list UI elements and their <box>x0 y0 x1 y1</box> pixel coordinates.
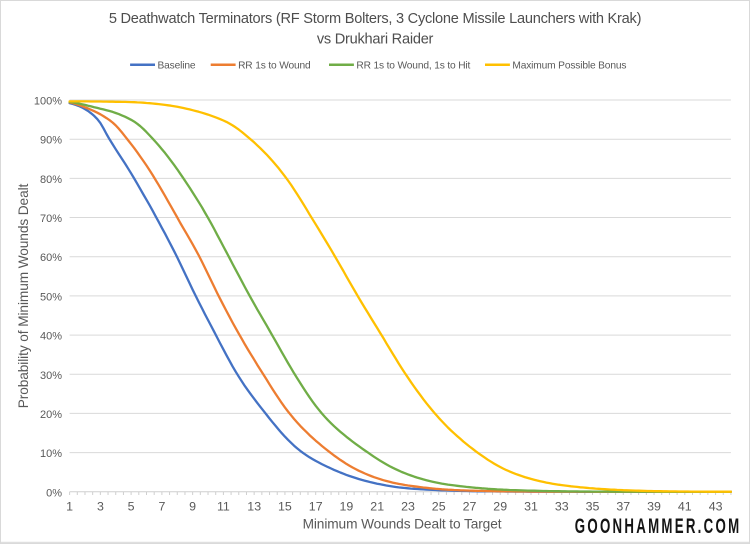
svg-text:Probability of Minimum Wounds: Probability of Minimum Wounds Dealt <box>16 183 31 408</box>
svg-text:80%: 80% <box>40 174 62 186</box>
svg-text:Maximum Possible Bonus: Maximum Possible Bonus <box>512 61 626 72</box>
svg-text:50%: 50% <box>40 291 62 303</box>
svg-text:23: 23 <box>401 499 415 513</box>
svg-text:19: 19 <box>340 499 354 513</box>
svg-text:21: 21 <box>370 499 384 513</box>
svg-text:35: 35 <box>586 499 600 513</box>
svg-text:5: 5 <box>128 499 135 513</box>
svg-text:31: 31 <box>524 499 538 513</box>
svg-text:15: 15 <box>278 499 292 513</box>
svg-text:30%: 30% <box>40 370 62 382</box>
svg-text:17: 17 <box>309 499 323 513</box>
svg-text:29: 29 <box>493 499 507 513</box>
svg-text:0%: 0% <box>46 487 62 499</box>
svg-text:Minimum Wounds Dealt to Target: Minimum Wounds Dealt to Target <box>303 516 502 531</box>
svg-text:25: 25 <box>432 499 446 513</box>
svg-text:20%: 20% <box>40 409 62 421</box>
svg-text:5 Deathwatch Terminators (RF S: 5 Deathwatch Terminators (RF Storm Bolte… <box>109 11 641 27</box>
svg-text:11: 11 <box>217 499 230 513</box>
svg-text:60%: 60% <box>40 252 62 264</box>
svg-text:70%: 70% <box>40 213 62 225</box>
svg-text:1: 1 <box>66 499 73 513</box>
svg-text:13: 13 <box>247 499 261 513</box>
svg-text:RR 1s to Wound, 1s to Hit: RR 1s to Wound, 1s to Hit <box>356 61 470 72</box>
svg-text:27: 27 <box>463 499 477 513</box>
svg-text:3: 3 <box>97 499 104 513</box>
svg-text:GOONHAMMER.COM: GOONHAMMER.COM <box>575 514 742 538</box>
svg-text:41: 41 <box>678 499 692 513</box>
svg-text:43: 43 <box>709 499 723 513</box>
svg-text:33: 33 <box>555 499 569 513</box>
svg-text:39: 39 <box>647 499 661 513</box>
svg-text:7: 7 <box>158 499 165 513</box>
svg-text:vs Drukhari Raider: vs Drukhari Raider <box>317 32 434 48</box>
svg-text:10%: 10% <box>40 448 62 460</box>
svg-text:RR 1s to Wound: RR 1s to Wound <box>238 61 311 72</box>
svg-text:100%: 100% <box>34 96 62 108</box>
svg-text:40%: 40% <box>40 331 62 343</box>
svg-text:9: 9 <box>189 499 196 513</box>
svg-text:Baseline: Baseline <box>158 61 196 72</box>
svg-text:37: 37 <box>616 499 630 513</box>
svg-text:90%: 90% <box>40 135 62 147</box>
